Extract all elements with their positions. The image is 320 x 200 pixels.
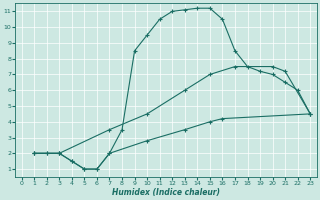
X-axis label: Humidex (Indice chaleur): Humidex (Indice chaleur): [112, 188, 220, 197]
